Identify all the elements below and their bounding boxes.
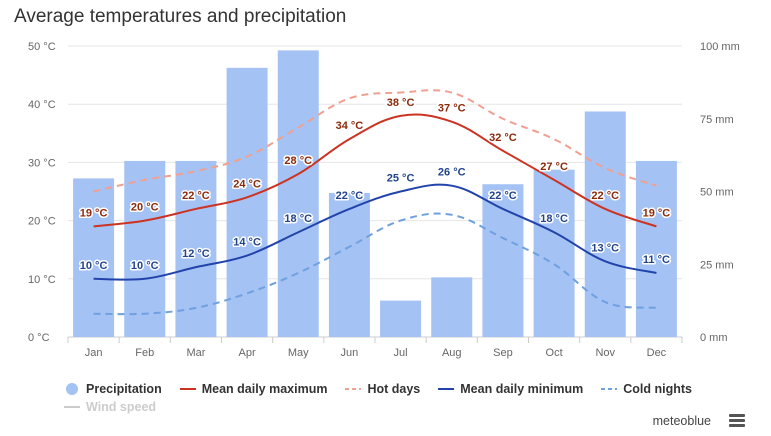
- hot-days-line: [93, 89, 657, 193]
- legend-symbol: [601, 388, 618, 390]
- y-tick-label-right: 50 mm: [700, 187, 734, 199]
- precipitation-bar: [482, 184, 524, 337]
- min-data-label: 22 °C: [336, 190, 364, 202]
- max-data-label: 38 °C: [387, 97, 415, 109]
- x-tick-label: Aug: [442, 347, 462, 359]
- max-data-label: 24 °C: [233, 178, 261, 190]
- mean-min-line: [93, 183, 657, 281]
- legend-label: Hot days: [367, 382, 421, 396]
- legend-label: Cold nights: [623, 382, 692, 396]
- min-data-label: 14 °C: [233, 237, 261, 249]
- legend-symbol: [179, 388, 196, 390]
- min-data-label: 26 °C: [438, 167, 466, 179]
- precipitation-bar: [124, 160, 166, 337]
- legend-label: Precipitation: [86, 382, 162, 396]
- max-data-label: 20 °C: [131, 202, 159, 214]
- legend-label: Mean daily minimum: [460, 382, 584, 396]
- x-tick-label: Jul: [394, 347, 408, 359]
- precipitation-bar: [533, 169, 575, 337]
- y-tick-label-left: 0 °C: [28, 332, 50, 344]
- y-tick-label-right: 0 mm: [700, 332, 728, 344]
- chart-title: Average temperatures and precipitation: [14, 6, 347, 27]
- min-data-label: 18 °C: [284, 213, 312, 225]
- min-data-label: 12 °C: [182, 248, 210, 260]
- min-data-label: 10 °C: [131, 260, 159, 272]
- max-data-label: 19 °C: [80, 207, 108, 219]
- precipitation-bar: [431, 277, 473, 337]
- x-tick-label: Oct: [546, 347, 563, 359]
- max-data-label: 22 °C: [182, 190, 210, 202]
- max-data-label: 34 °C: [336, 120, 364, 132]
- max-data-label: 28 °C: [284, 155, 312, 167]
- cold-nights-line: [93, 212, 657, 316]
- y-tick-label-left: 50 °C: [28, 41, 56, 53]
- y-tick-label-left: 20 °C: [28, 216, 56, 228]
- legend-label: Mean daily maximum: [201, 382, 328, 396]
- legend-row: Wind speed: [64, 398, 764, 416]
- y-tick-label-left: 40 °C: [28, 99, 56, 111]
- y-tick-label-right: 25 mm: [700, 259, 734, 271]
- y-tick-label-right: 75 mm: [700, 114, 734, 126]
- legend: Precipitation Mean daily maximum Hot days M…: [64, 380, 764, 416]
- legend-row: Precipitation Mean daily maximum Hot days M…: [64, 380, 764, 398]
- legend-symbol: [345, 388, 362, 390]
- precipitation-bar: [73, 178, 115, 337]
- x-tick-label: Nov: [595, 347, 615, 359]
- x-tick-label: Sep: [493, 347, 513, 359]
- x-tick-label: Dec: [647, 347, 667, 359]
- legend-item-hot-days[interactable]: Hot days: [345, 382, 420, 396]
- min-data-label: 10 °C: [80, 260, 108, 272]
- precipitation-bar: [226, 67, 268, 337]
- precipitation-bar: [328, 192, 370, 337]
- min-data-label: 13 °C: [591, 242, 619, 254]
- min-data-label: 11 °C: [643, 254, 670, 266]
- min-data-label: 22 °C: [489, 190, 517, 202]
- x-tick-label: May: [288, 347, 309, 359]
- y-tick-label-left: 10 °C: [28, 274, 56, 286]
- legend-label: Wind speed: [86, 400, 157, 414]
- legend-symbol: [64, 406, 80, 408]
- x-tick-label: Apr: [239, 347, 256, 359]
- max-data-label: 19 °C: [643, 207, 671, 219]
- mean-max-line: [93, 113, 657, 228]
- x-tick-label: Mar: [186, 347, 205, 359]
- precipitation-bar: [380, 300, 422, 337]
- min-data-label: 25 °C: [387, 173, 415, 185]
- x-tick-label: Jan: [85, 347, 103, 359]
- y-tick-label-right: 100 mm: [700, 41, 740, 53]
- x-tick-label: Feb: [135, 347, 154, 359]
- legend-item-mean-min[interactable]: Mean daily minimum: [438, 382, 583, 396]
- y-tick-label-left: 30 °C: [28, 157, 56, 169]
- max-data-label: 27 °C: [540, 161, 568, 173]
- legend-item-mean-max[interactable]: Mean daily maximum: [179, 382, 328, 396]
- max-data-label: 32 °C: [489, 132, 517, 144]
- legend-item-cold-nights[interactable]: Cold nights: [601, 382, 692, 396]
- legend-item-wind-speed[interactable]: Wind speed: [64, 400, 156, 414]
- min-data-label: 18 °C: [540, 213, 568, 225]
- menu-icon[interactable]: [729, 414, 745, 427]
- legend-symbol: [438, 388, 455, 390]
- legend-symbol: [66, 383, 78, 395]
- precipitation-bar: [277, 50, 319, 338]
- max-data-label: 22 °C: [591, 190, 619, 202]
- brand-label: meteoblue: [652, 414, 711, 428]
- legend-item-precipitation[interactable]: Precipitation: [64, 382, 162, 396]
- max-data-label: 37 °C: [438, 103, 466, 115]
- precipitation-bar: [584, 111, 626, 337]
- precipitation-bar: [635, 160, 677, 337]
- x-tick-label: Jun: [341, 347, 359, 359]
